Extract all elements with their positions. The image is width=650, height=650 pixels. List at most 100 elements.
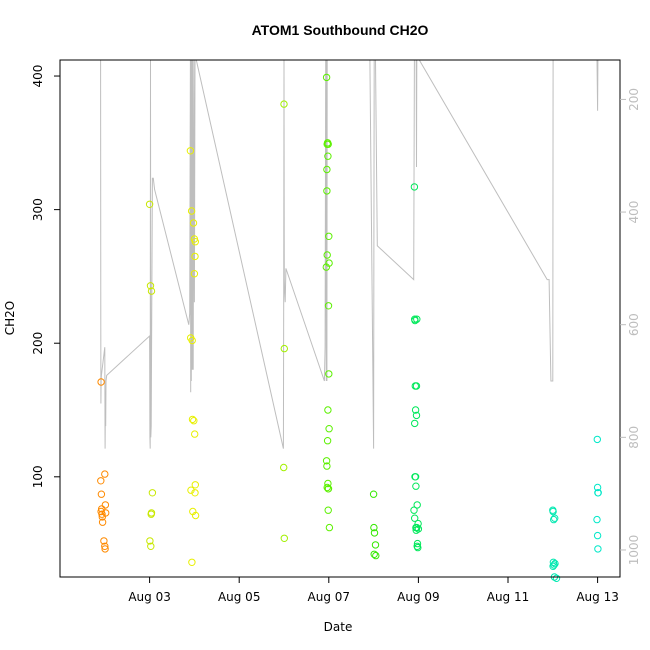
y-tick-label: 400 <box>31 65 45 88</box>
data-point <box>98 510 106 518</box>
data-point <box>280 100 288 108</box>
data-point <box>370 550 378 558</box>
data-point <box>324 406 332 414</box>
data-point <box>412 523 420 532</box>
data-point <box>594 489 602 497</box>
y-axis-label: CH2O <box>3 301 17 335</box>
data-point <box>413 539 422 548</box>
data-point <box>188 336 196 345</box>
data-point <box>97 490 106 498</box>
y-axis: 100 200 300 400 <box>31 65 60 488</box>
x-tick-label: Aug 05 <box>218 590 261 604</box>
data-point <box>186 147 195 155</box>
data-point <box>147 510 155 518</box>
data-point <box>549 562 557 570</box>
data-point <box>322 457 331 465</box>
data-point <box>101 545 109 553</box>
data-point <box>100 537 108 545</box>
data-point <box>412 482 420 490</box>
data-point <box>97 477 105 485</box>
data-point <box>410 183 419 191</box>
y2-tick-label: 200 <box>627 88 641 111</box>
y-tick-label: 100 <box>31 465 45 488</box>
data-point <box>550 515 558 524</box>
data-point <box>280 344 288 353</box>
data-point <box>323 462 331 470</box>
altitude-line <box>100 60 599 449</box>
data-point <box>324 302 333 310</box>
data-point <box>412 382 421 390</box>
data-point <box>370 529 379 537</box>
data-point <box>594 545 602 553</box>
data-point <box>325 523 334 532</box>
data-point <box>549 507 557 516</box>
data-point <box>325 232 333 241</box>
data-point <box>101 470 109 478</box>
data-point <box>323 187 331 195</box>
data-point <box>549 558 558 566</box>
data-point <box>324 485 333 493</box>
data-point <box>190 417 198 425</box>
x-tick-label: Aug 03 <box>128 590 171 604</box>
x-tick-label: Aug 11 <box>487 590 530 604</box>
data-point <box>146 282 155 290</box>
data-point <box>101 501 110 509</box>
data-point <box>324 140 332 148</box>
data-point <box>324 506 332 514</box>
chart-title: ATOM1 Southbound CH2O <box>252 22 429 38</box>
data-point <box>147 287 156 295</box>
y2-tick-label: 600 <box>627 313 641 336</box>
y2-tick-label: 1000 <box>627 535 641 566</box>
data-point <box>191 430 199 438</box>
data-point <box>323 251 331 259</box>
data-point <box>369 490 378 498</box>
data-point <box>325 259 333 267</box>
data-point <box>593 435 601 444</box>
data-point <box>190 270 199 278</box>
ch2o-points <box>97 73 602 582</box>
data-point <box>411 514 419 522</box>
data-point <box>551 514 559 522</box>
data-point <box>322 73 331 82</box>
data-point <box>280 463 288 472</box>
data-point <box>552 574 561 582</box>
data-point <box>147 542 155 550</box>
plot-frame <box>59 59 621 578</box>
data-point <box>191 489 199 497</box>
data-point <box>413 501 421 509</box>
right-axis: 200 400 600 800 1000 <box>620 88 641 565</box>
data-point <box>98 518 107 526</box>
data-point <box>372 551 380 560</box>
data-point <box>410 506 418 514</box>
data-point <box>323 437 332 445</box>
y-tick-label: 200 <box>31 332 45 355</box>
data-point <box>323 483 331 492</box>
x-tick-label: Aug 13 <box>576 590 619 604</box>
y2-tick-label: 800 <box>627 426 641 449</box>
data-point <box>550 561 558 569</box>
data-point <box>325 425 333 433</box>
data-point <box>97 378 105 386</box>
data-point <box>101 542 109 550</box>
data-point <box>411 406 420 414</box>
data-point <box>191 252 199 261</box>
data-point <box>414 519 422 528</box>
altitude-series <box>100 60 599 449</box>
data-point <box>187 486 195 494</box>
y2-tick-label: 400 <box>627 201 641 224</box>
data-point <box>280 534 288 542</box>
data-point <box>191 238 200 246</box>
x-axis: Aug 03 Aug 05 Aug 07 Aug 09 Aug 11 Aug 13 <box>128 577 619 604</box>
data-point <box>413 542 421 550</box>
data-point <box>593 531 602 540</box>
data-point <box>145 200 154 209</box>
x-tick-label: Aug 07 <box>308 590 351 604</box>
data-point <box>370 523 378 532</box>
data-point <box>323 165 331 174</box>
y-tick-label: 300 <box>31 198 45 221</box>
data-point <box>593 515 601 524</box>
data-point <box>412 411 421 420</box>
data-point <box>413 315 421 323</box>
data-point <box>593 483 602 492</box>
